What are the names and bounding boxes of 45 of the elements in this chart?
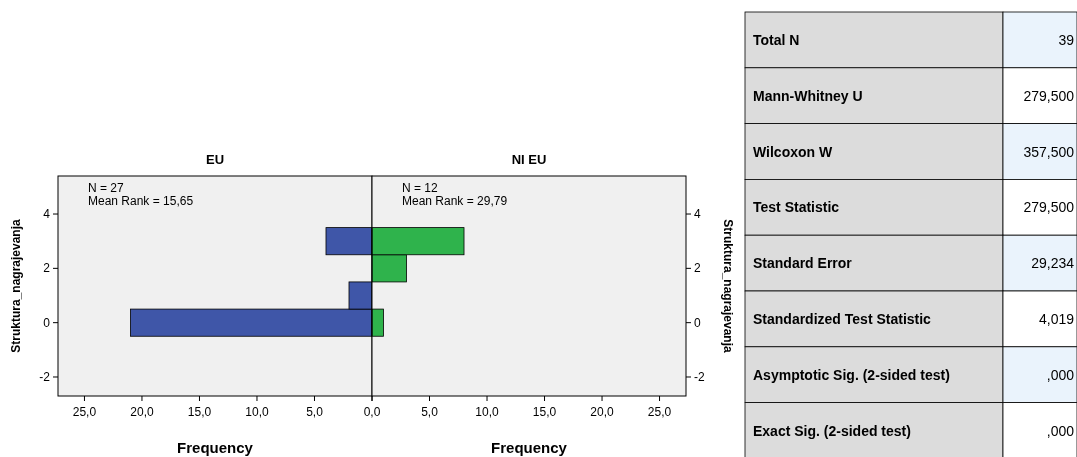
category-label: Test Statistic — [753, 199, 840, 216]
y-tick-label: 2 — [694, 261, 701, 276]
category-label: Asymptotic Sig. (2-sided test) — [753, 366, 950, 383]
text: 39 — [1058, 31, 1074, 48]
text: 4,019 — [1038, 310, 1074, 327]
text: ,000 — [1046, 422, 1074, 439]
text: 279,500 — [1023, 87, 1074, 104]
y-tick-label: 2 — [43, 261, 51, 276]
x-tick-label: 0,0 — [363, 405, 381, 419]
text: ,000 — [1046, 366, 1074, 383]
y-tick-label: 0 — [694, 315, 701, 330]
x-tick-label: 10,0 — [475, 405, 500, 419]
annotation: N = 27 — [88, 181, 125, 195]
x-axis-title: Frequency — [491, 439, 568, 456]
category-label: Total N — [753, 31, 800, 48]
x-tick-label: 10,0 — [245, 405, 269, 419]
x-tick-label: 5,0 — [421, 405, 439, 419]
chart-title: EU — [205, 152, 225, 167]
x-axis-title: Frequency — [177, 439, 254, 456]
category-label: Wilcoxon W — [753, 143, 833, 160]
x-tick-label: 25,0 — [72, 405, 97, 419]
y-tick-label: 0 — [43, 315, 51, 330]
text: 29,234 — [1031, 255, 1074, 272]
annotation: N = 12 — [402, 181, 439, 195]
x-tick-label: 15,0 — [532, 405, 557, 419]
x-tick-label: 25,0 — [647, 405, 672, 419]
y-axis-title: Struktura_nagrajevanja — [721, 219, 735, 354]
category-label: Exact Sig. (2-sided test) — [753, 422, 911, 439]
x-tick-label: 15,0 — [187, 405, 212, 419]
x-tick-label: 20,0 — [590, 405, 615, 419]
y-tick-label: 4 — [694, 207, 701, 222]
category-label: Mann-Whitney U — [753, 87, 863, 104]
category-label: Standard Error — [753, 255, 853, 272]
x-tick-label: 20,0 — [130, 405, 154, 419]
chart-title: NI EU — [511, 152, 547, 167]
category-label: Standardized Test Statistic — [753, 310, 932, 327]
y-axis-title: Struktura_nagrajevanja — [9, 218, 23, 353]
y-tick-label: -2 — [39, 369, 51, 384]
y-tick-label: 4 — [43, 207, 51, 222]
annotation: Mean Rank = 15,65 — [88, 194, 194, 208]
y-tick-label: -2 — [694, 369, 705, 384]
x-tick-label: 5,0 — [306, 405, 324, 419]
text: 279,500 — [1023, 199, 1074, 216]
text: 357,500 — [1023, 143, 1074, 160]
annotation: Mean Rank = 29,79 — [402, 194, 508, 208]
